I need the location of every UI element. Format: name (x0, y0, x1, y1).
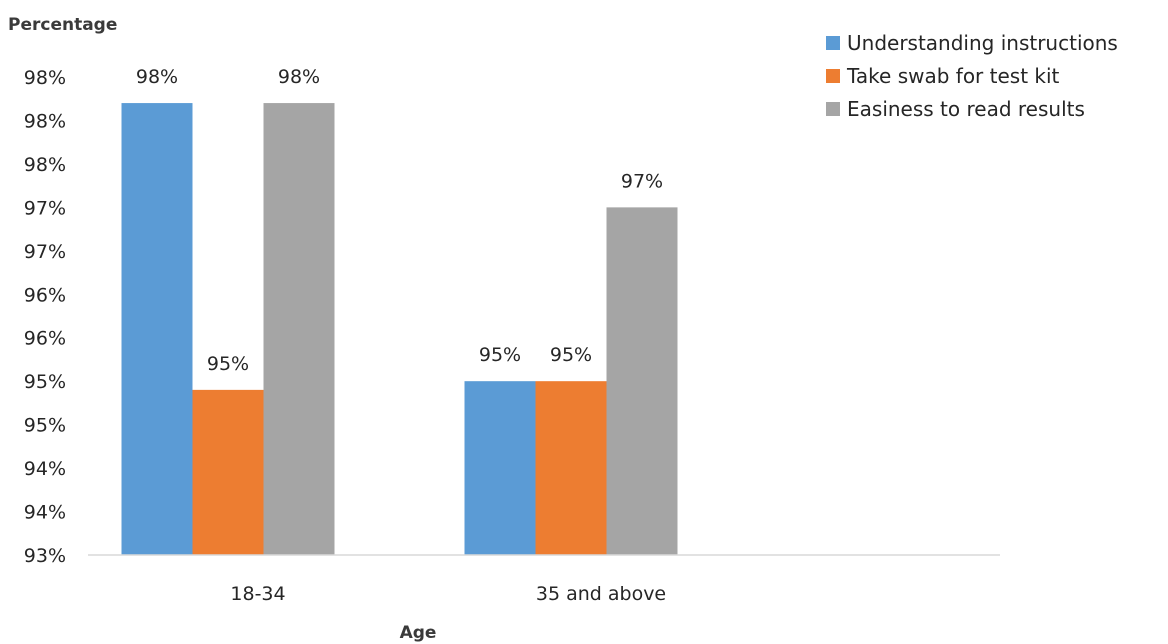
x-tick-label: 18-34 (230, 583, 285, 605)
bar (535, 381, 607, 555)
bar (263, 103, 335, 555)
y-tick-label: 97% (24, 197, 66, 219)
bar (606, 207, 678, 555)
legend-entry: Take swab for test kit (846, 64, 1060, 88)
bar (121, 103, 193, 555)
data-label: 98% (278, 66, 320, 88)
legend: Understanding instructions Take swab for … (826, 31, 1118, 121)
y-tick-label: 94% (24, 502, 66, 524)
x-axis-ticks: 18-34 35 and above (230, 583, 666, 605)
legend-swatch (826, 36, 840, 50)
y-tick-label: 98% (24, 67, 66, 89)
legend-entry: Easiness to read results (847, 97, 1085, 121)
data-label: 95% (207, 353, 249, 375)
y-tick-label: 96% (24, 328, 66, 350)
data-label: 98% (136, 66, 178, 88)
data-labels: 98% 95% 98% 95% 95% 97% (136, 66, 663, 375)
y-tick-label: 93% (24, 545, 66, 567)
data-label: 97% (621, 170, 663, 192)
x-axis-title: Age (400, 623, 437, 643)
legend-entry: Understanding instructions (847, 31, 1118, 55)
x-tick-label: 35 and above (536, 583, 666, 605)
y-tick-label: 94% (24, 458, 66, 480)
y-axis-title: Percentage (8, 15, 117, 35)
y-tick-label: 97% (24, 241, 66, 263)
y-tick-label: 98% (24, 154, 66, 176)
bars (121, 103, 678, 555)
y-tick-label: 95% (24, 371, 66, 393)
y-axis-ticks: 93% 94% 94% 95% 95% 96% 96% 97% 97% 98% 98% 98% (24, 67, 66, 567)
y-tick-label: 98% (24, 110, 66, 132)
legend-swatch (826, 69, 840, 83)
bar (192, 389, 264, 555)
data-label: 95% (550, 344, 592, 366)
legend-swatch (826, 102, 840, 116)
y-tick-label: 96% (24, 284, 66, 306)
y-tick-label: 95% (24, 415, 66, 437)
bar (464, 381, 536, 555)
data-label: 95% (479, 344, 521, 366)
